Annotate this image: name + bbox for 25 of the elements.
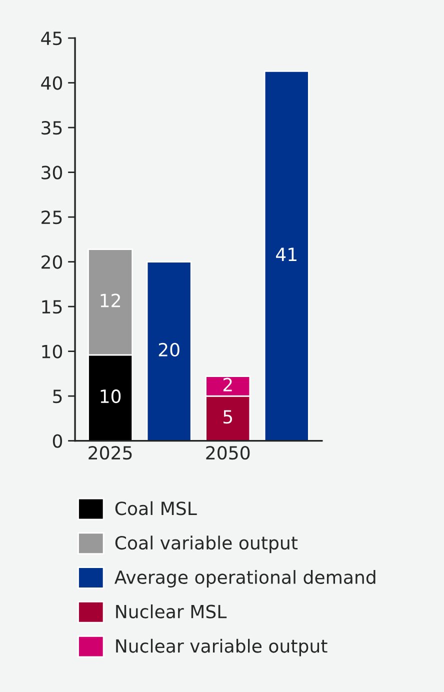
legend-label: Nuclear MSL <box>116 604 227 618</box>
data-label: 5 <box>224 410 232 424</box>
legend-label: Coal MSL <box>115 501 197 516</box>
y-tick-label: 35 <box>42 121 62 135</box>
bar <box>264 70 310 441</box>
y-tick-label: 20 <box>42 255 62 269</box>
y-tick-label: 25 <box>42 210 62 224</box>
legend-label: Coal variable output <box>115 536 298 554</box>
y-tick-label: 30 <box>42 166 62 180</box>
data-label: 12 <box>100 294 120 308</box>
bar <box>146 261 192 441</box>
x-tick-label: 2050 <box>206 446 250 460</box>
data-label: 2 <box>223 378 232 392</box>
data-label: 10 <box>100 389 121 404</box>
y-tick-label: 0 <box>52 434 62 448</box>
data-label: 20 <box>158 342 180 357</box>
legend-label: Nuclear variable output <box>116 638 328 656</box>
y-tick-label: 40 <box>41 76 62 90</box>
y-tick-label: 10 <box>42 344 62 358</box>
y-tick-label: 5 <box>53 390 62 404</box>
data-label: 41 <box>276 248 296 261</box>
legend-label: Average operational demand <box>114 570 376 588</box>
x-tick-label: 2025 <box>88 446 132 460</box>
y-tick-label: 45 <box>41 32 62 46</box>
y-tick-label: 15 <box>42 300 62 314</box>
